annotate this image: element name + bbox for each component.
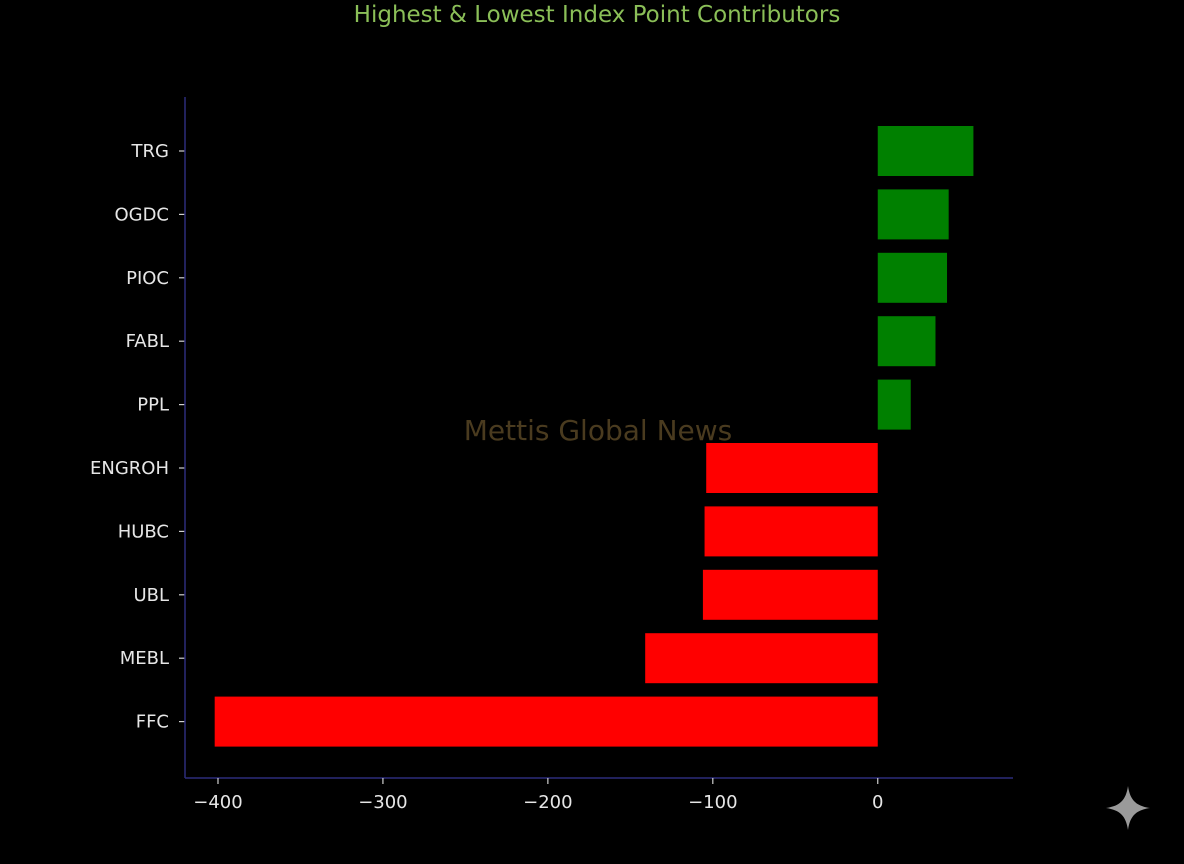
x-tick-label: −400 <box>193 792 242 813</box>
x-tick-label: 0 <box>872 792 883 813</box>
y-tick-label-ogdc: OGDC <box>114 204 169 225</box>
bar-mebl <box>645 633 878 684</box>
bars-layer <box>214 126 974 747</box>
bar-trg <box>877 126 974 176</box>
y-tick-label-engroh: ENGROH <box>90 458 169 479</box>
sparkle-icon <box>1106 786 1150 830</box>
bar-engroh <box>706 443 878 493</box>
bar-ffc <box>214 696 878 747</box>
x-tick-label: −200 <box>523 792 572 813</box>
y-tick-label-fabl: FABL <box>126 331 169 352</box>
bar-ppl <box>877 379 911 430</box>
watermark-text: Mettis Global News <box>464 414 733 447</box>
bar-fabl <box>877 316 936 367</box>
chart-title: Highest & Lowest Index Point Contributor… <box>353 2 841 28</box>
y-tick-label-pioc: PIOC <box>126 268 169 289</box>
axes-layer: TRG OGDC PIOC FABL PPL ENGROH HUBC UBL MEBL FFC −4… <box>90 97 1013 813</box>
x-tick-label: −100 <box>688 792 737 813</box>
y-tick-label-hubc: HUBC <box>118 521 169 542</box>
x-tick-label: −300 <box>358 792 407 813</box>
y-tick-label-ppl: PPL <box>137 395 169 416</box>
y-tick-label-mebl: MEBL <box>120 648 169 669</box>
bar-ogdc <box>877 189 949 240</box>
y-tick-label-trg: TRG <box>131 141 169 162</box>
y-tick-label-ubl: UBL <box>133 585 169 606</box>
bar-ubl <box>702 569 878 620</box>
bar-hubc <box>704 506 878 557</box>
y-tick-label-ffc: FFC <box>136 712 169 733</box>
bar-pioc <box>877 252 948 303</box>
